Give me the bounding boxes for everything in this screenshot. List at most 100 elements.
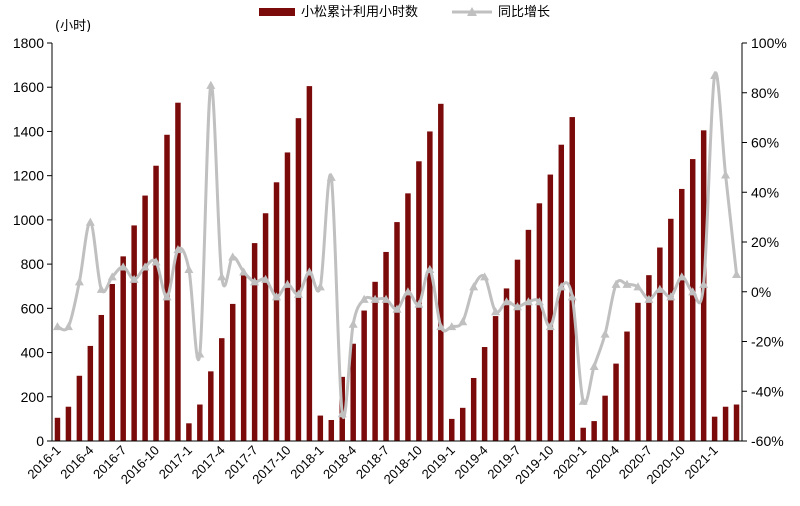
x-tick-label: 2019-1 xyxy=(419,443,458,482)
bar xyxy=(240,274,247,441)
bar xyxy=(722,406,729,441)
axes xyxy=(51,43,743,442)
bar xyxy=(54,417,61,441)
line-point-marker xyxy=(458,317,468,326)
bar xyxy=(613,363,619,441)
bar xyxy=(459,407,466,441)
right-y-tick-label: 40% xyxy=(751,184,779,200)
bar xyxy=(591,421,597,441)
line-point-marker xyxy=(567,292,577,301)
left-y-tick-label: 200 xyxy=(21,389,45,405)
line-point-marker xyxy=(469,282,479,291)
line-point-marker xyxy=(217,272,227,281)
line-point-marker xyxy=(491,307,501,316)
right-y-axis: -60% -40% -20% 0% 20% 40% 60% 80% 100% xyxy=(742,35,787,449)
bar xyxy=(295,118,302,441)
left-y-tick-label: 0 xyxy=(36,433,44,449)
bar xyxy=(142,195,148,441)
right-y-tick-label: 80% xyxy=(751,85,779,101)
line-point-marker xyxy=(425,264,435,273)
x-tick-label: 2019-4 xyxy=(452,443,491,482)
bar xyxy=(679,188,685,441)
line-point-marker xyxy=(129,274,139,283)
bar xyxy=(657,247,663,441)
bar xyxy=(98,314,105,441)
line-point-marker xyxy=(118,262,128,271)
bar xyxy=(383,251,389,441)
bar xyxy=(186,423,192,441)
x-tick-label: 2018-1 xyxy=(287,443,326,482)
line-point-marker xyxy=(107,272,117,281)
line-point-marker xyxy=(633,282,643,291)
line-point-marker xyxy=(206,80,216,89)
line-point-marker xyxy=(502,297,512,306)
bar xyxy=(153,165,159,441)
right-y-tick-label: -20% xyxy=(751,334,784,350)
line-point-marker xyxy=(173,244,183,254)
line-point-marker xyxy=(315,282,325,291)
line-point-marker xyxy=(534,297,544,306)
line-point-marker xyxy=(414,299,424,308)
left-axis-unit-label: (小时) xyxy=(55,19,91,34)
bar xyxy=(208,371,214,441)
line-point-marker xyxy=(523,297,533,306)
legend-bar-swatch xyxy=(259,8,295,16)
bar xyxy=(492,316,499,441)
bar xyxy=(624,331,630,441)
bar xyxy=(175,102,181,441)
left-y-tick-label: 1800 xyxy=(13,35,44,51)
bar xyxy=(514,259,521,441)
x-axis: 2016-12016-42016-72016-102017-12017-4201… xyxy=(24,443,720,487)
line-point-marker xyxy=(63,322,73,331)
left-y-tick-label: 600 xyxy=(21,300,45,316)
line-point-marker xyxy=(600,329,610,338)
legend-line-marker xyxy=(467,7,477,16)
bar xyxy=(262,213,269,441)
line-point-marker xyxy=(556,282,566,291)
line-point-marker xyxy=(239,267,249,276)
bar xyxy=(711,416,718,441)
line-point-marker xyxy=(545,322,555,331)
bar xyxy=(733,404,740,441)
right-y-tick-label: -60% xyxy=(751,433,784,449)
bar xyxy=(394,222,400,441)
line-point-marker xyxy=(436,322,446,331)
line-point-marker xyxy=(140,262,150,271)
line-point-marker xyxy=(381,294,391,303)
line-point-marker xyxy=(578,396,588,405)
bar xyxy=(251,243,258,441)
right-y-tick-label: 20% xyxy=(751,234,779,250)
line-point-marker xyxy=(677,272,687,281)
line-point-marker xyxy=(184,264,194,273)
line-point-marker xyxy=(228,252,238,261)
line-point-marker xyxy=(666,292,676,301)
line-point-marker xyxy=(250,277,260,286)
x-tick-label: 2016-4 xyxy=(57,443,96,482)
left-y-tick-label: 1000 xyxy=(13,212,44,228)
bar xyxy=(569,117,575,442)
line-point-marker xyxy=(74,277,84,286)
bar xyxy=(438,103,444,442)
bar xyxy=(306,86,313,441)
x-tick-label: 2017-1 xyxy=(156,443,195,482)
left-y-tick-label: 1200 xyxy=(13,168,44,184)
legend-line-label: 同比增长 xyxy=(498,5,550,20)
right-y-tick-label: 100% xyxy=(751,35,787,51)
line-point-marker xyxy=(447,322,457,331)
left-y-tick-label: 400 xyxy=(21,345,45,361)
bar xyxy=(131,225,137,441)
x-tick-label: 2017-4 xyxy=(189,443,228,482)
line-point-marker xyxy=(392,304,402,313)
bar xyxy=(87,345,94,441)
bar xyxy=(350,343,356,441)
bar xyxy=(120,256,126,441)
bar xyxy=(164,134,170,441)
line-point-marker xyxy=(688,287,698,296)
line-series xyxy=(52,70,742,419)
bar xyxy=(197,404,203,441)
bar xyxy=(558,144,565,441)
bar xyxy=(449,418,455,441)
line-point-marker xyxy=(272,292,282,301)
bar xyxy=(328,419,335,441)
